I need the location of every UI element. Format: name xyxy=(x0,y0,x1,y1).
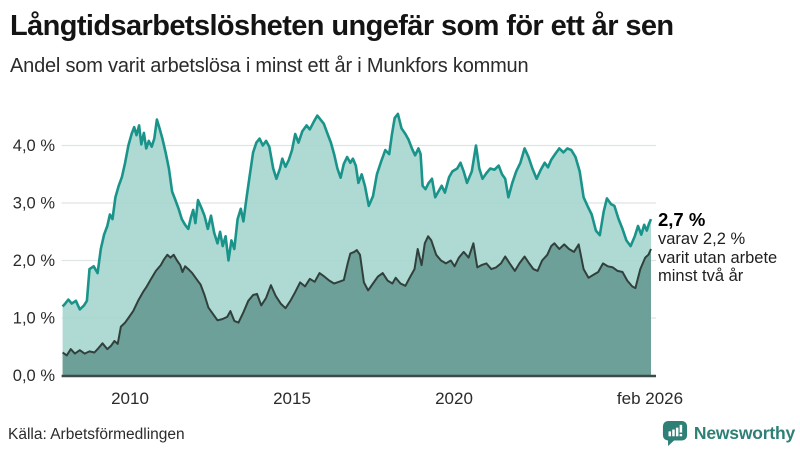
annotation-line-3: minst två år xyxy=(658,267,744,285)
y-axis-tick-label: 3,0 % xyxy=(13,195,56,213)
newsworthy-logo-icon xyxy=(662,420,687,447)
newsworthy-wordmark: Newsworthy xyxy=(693,423,795,443)
x-axis-tick-label: 2020 xyxy=(435,389,473,408)
y-axis-tick-label: 2,0 % xyxy=(13,252,56,270)
annotation-line-2: varit utan arbete xyxy=(658,248,778,267)
y-axis-tick-label: 4,0 % xyxy=(13,137,56,155)
newsworthy-brand: Newsworthy xyxy=(662,420,795,447)
x-axis-tick-label: 2010 xyxy=(111,389,149,408)
area-two-years xyxy=(62,236,652,376)
y-axis-tick-label: 0,0 % xyxy=(13,367,56,385)
page-subtitle: Andel som varit arbetslösa i minst ett å… xyxy=(10,55,529,78)
chart-header: Långtidsarbetslösheten ungefär som för e… xyxy=(10,10,796,78)
line-two-years xyxy=(62,235,652,357)
latest-value-annotation: 2,7 % varav 2,2 % varit utan arbete mins… xyxy=(658,209,798,286)
line-one-year xyxy=(61,112,653,311)
latest-value: 2,7 % xyxy=(658,209,706,230)
x-axis-tick-label: feb 2026 xyxy=(617,389,683,408)
annotation-line-1: varav 2,2 % xyxy=(658,230,746,248)
x-axis-tick-label: 2015 xyxy=(273,389,311,408)
source-note: Källa: Arbetsförmedlingen xyxy=(8,426,185,443)
page-title: Långtidsarbetslösheten ungefär som för e… xyxy=(10,10,674,42)
y-axis-tick-label: 1,0 % xyxy=(13,310,56,328)
